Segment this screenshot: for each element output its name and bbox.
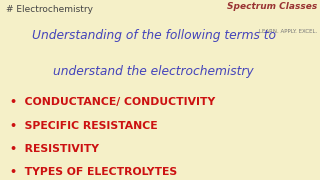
Text: •  CONDUCTANCE/ CONDUCTIVITY: • CONDUCTANCE/ CONDUCTIVITY xyxy=(10,97,215,107)
Text: LEARN. APPLY. EXCEL.: LEARN. APPLY. EXCEL. xyxy=(259,29,317,34)
Text: Understanding of the following terms to: Understanding of the following terms to xyxy=(32,29,276,42)
Text: # Electrochemistry: # Electrochemistry xyxy=(6,4,93,14)
Text: understand the electrochemistry: understand the electrochemistry xyxy=(53,65,254,78)
Text: •  SPECIFIC RESISTANCE: • SPECIFIC RESISTANCE xyxy=(10,121,157,131)
Text: Spectrum Classes: Spectrum Classes xyxy=(227,2,317,11)
Text: •  TYPES OF ELECTROLYTES: • TYPES OF ELECTROLYTES xyxy=(10,167,177,177)
Text: •  RESISTIVITY: • RESISTIVITY xyxy=(10,144,99,154)
